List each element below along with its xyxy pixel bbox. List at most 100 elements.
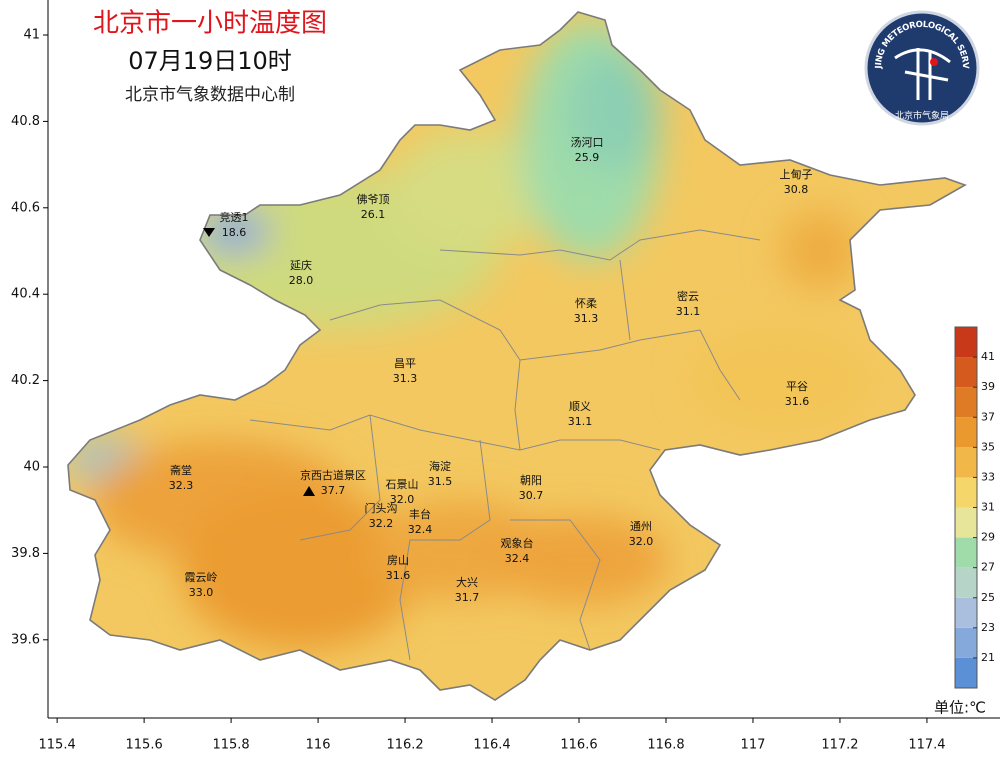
station: 霞云岭 33.0 — [185, 570, 218, 599]
station: 朝阳 30.7 — [519, 474, 544, 502]
station-name: 石景山 — [386, 478, 419, 491]
station: 京西古道景区 37.7 — [300, 468, 366, 497]
station: 门头沟 32.2 — [365, 501, 398, 530]
station-value: 37.7 — [321, 484, 346, 497]
axes — [47, 0, 1000, 719]
station-name: 怀柔 — [575, 297, 597, 310]
lon-tick-label: 116 — [306, 738, 331, 753]
colorbar-tick-label: 35 — [981, 440, 995, 453]
station-name: 上甸子 — [780, 168, 813, 181]
station-value: 31.3 — [393, 372, 418, 385]
station: 昌平 31.3 — [393, 357, 418, 385]
lon-tick-label: 117.2 — [821, 738, 858, 753]
station-name: 延庆 — [290, 258, 312, 272]
station-value: 28.0 — [289, 274, 314, 287]
colorbar-tick-label: 37 — [981, 410, 995, 423]
lon-tick-label: 117 — [741, 738, 766, 753]
station: 丰台 32.4 — [408, 507, 433, 536]
colorbar-band — [955, 357, 977, 388]
colorbar-band — [955, 417, 977, 448]
colorbar-tick-label: 29 — [981, 531, 995, 544]
station-name: 丰台 — [409, 507, 431, 521]
subtitle: 07月19日10时 — [128, 47, 292, 75]
lat-tick-label: 39.6 — [11, 632, 40, 647]
station: 斋堂 32.3 — [169, 463, 194, 492]
station: 怀柔 31.3 — [574, 297, 599, 325]
station-name: 房山 — [387, 554, 409, 567]
colorbar-band — [955, 387, 977, 418]
title: 北京市一小时温度图 — [93, 9, 327, 39]
station-name: 顺义 — [569, 400, 591, 413]
station-value: 26.1 — [361, 208, 386, 221]
station: 房山 31.6 — [386, 554, 411, 582]
lon-tick-label: 116.2 — [386, 738, 423, 753]
colorbar-tick-label: 31 — [981, 501, 995, 514]
station: 海淀 31.5 — [428, 459, 453, 488]
station-name: 平谷 — [786, 380, 808, 393]
colorbar-band — [955, 597, 977, 628]
colorbar-band — [955, 507, 977, 538]
colorbar-tick-label: 33 — [981, 470, 995, 483]
station: 佛爷顶 26.1 — [357, 192, 390, 221]
station: 密云 31.1 — [676, 289, 701, 318]
station-name: 海淀 — [429, 459, 451, 473]
station-name: 霞云岭 — [185, 570, 218, 584]
lon-tick-label: 115.8 — [212, 738, 249, 753]
station-name: 观象台 — [501, 536, 534, 550]
colorbar-tick-label: 41 — [981, 350, 995, 363]
station-name: 密云 — [677, 289, 699, 303]
station-name: 门头沟 — [365, 501, 398, 515]
station-value: 32.2 — [369, 517, 394, 530]
station: 平谷 31.6 — [785, 380, 810, 408]
colorbar-band — [955, 477, 977, 508]
district-borders — [249, 229, 761, 661]
station-name: 斋堂 — [170, 463, 192, 477]
station: 通州 32.0 — [629, 520, 654, 548]
colorbar-band — [955, 447, 977, 478]
colorbar-band — [955, 327, 977, 358]
station-value: 32.4 — [408, 523, 433, 536]
lon-tick-label: 117.4 — [908, 738, 945, 753]
credit: 北京市气象数据中心制 — [125, 85, 295, 105]
station: 石景山 32.0 — [386, 478, 419, 506]
station-name: 通州 — [630, 520, 652, 533]
station-name: 竞透1 — [220, 210, 249, 224]
station-value: 32.4 — [505, 552, 530, 565]
colorbar-band — [955, 537, 977, 568]
colorbar-tick-label: 27 — [981, 561, 995, 574]
station-name: 京西古道景区 — [300, 468, 366, 482]
station-name: 朝阳 — [520, 474, 542, 487]
lat-tick-label: 40.6 — [11, 200, 40, 215]
colorbar-band — [955, 567, 977, 598]
station-value: 31.6 — [386, 569, 411, 582]
lon-tick-label: 115.6 — [126, 738, 163, 753]
colorbar-band — [955, 627, 977, 658]
station: 上甸子 30.8 — [780, 168, 813, 196]
station-value: 30.7 — [519, 489, 544, 502]
legend-unit: 单位:℃ — [934, 699, 986, 717]
lon-tick-label: 115.4 — [39, 738, 76, 753]
station-value: 32.3 — [169, 479, 194, 492]
colorbar-tick-label: 39 — [981, 380, 995, 393]
colorbar-tick-label: 23 — [981, 621, 995, 634]
station-value: 31.1 — [568, 415, 593, 428]
station: 竞透1 18.6 — [220, 210, 249, 239]
lon-tick-label: 116.4 — [473, 738, 510, 753]
lat-tick-label: 40 — [23, 460, 40, 475]
station-value: 31.3 — [574, 312, 599, 325]
station: 观象台 32.4 — [501, 536, 534, 565]
station: 汤河口 25.9 — [571, 135, 604, 164]
colorbar-tick-label: 21 — [981, 651, 995, 664]
station-value: 30.8 — [784, 183, 809, 196]
station-name: 佛爷顶 — [357, 192, 390, 206]
station: 顺义 31.1 — [568, 400, 593, 428]
station-name: 昌平 — [394, 357, 416, 370]
logo-chinese: 北京市气象局 — [895, 110, 949, 122]
station-value: 25.9 — [575, 151, 600, 164]
lat-tick-label: 40.8 — [11, 114, 40, 129]
lon-tick-label: 116.8 — [647, 738, 684, 753]
station-value: 31.6 — [785, 395, 810, 408]
lat-tick-label: 41 — [23, 27, 40, 42]
max-marker — [303, 486, 315, 496]
